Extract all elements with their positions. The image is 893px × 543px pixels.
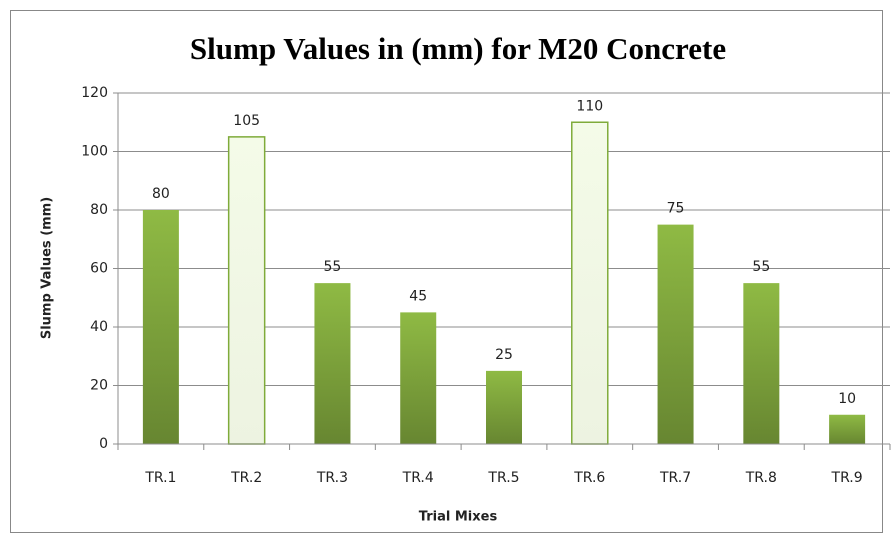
bar: [743, 283, 780, 444]
bar: [657, 224, 694, 444]
data-label: 55: [324, 259, 342, 275]
data-label: 55: [752, 259, 770, 275]
bar: [571, 121, 609, 445]
y-tick-label: 100: [81, 144, 108, 160]
data-label: 25: [495, 347, 513, 363]
y-tick-label: 60: [90, 261, 108, 277]
x-tick-label: TR.3: [316, 470, 348, 486]
bar: [400, 312, 437, 444]
x-tick-label: TR.5: [487, 470, 519, 486]
x-tick-label: TR.9: [831, 470, 863, 486]
bar: [314, 283, 351, 444]
y-tick-label: 80: [90, 202, 108, 218]
chart-title: Slump Values in (mm) for M20 Concrete: [190, 31, 726, 66]
bar: [829, 414, 866, 444]
bar: [142, 210, 179, 444]
y-tick-label: 120: [81, 85, 108, 101]
data-label: 80: [152, 186, 170, 202]
x-tick-label: TR.2: [230, 470, 262, 486]
x-tick-label: TR.7: [659, 470, 691, 486]
data-label: 110: [576, 98, 603, 114]
x-tick-label: TR.8: [745, 470, 777, 486]
bar: [486, 370, 522, 444]
y-axis-title: Slump Values (mm): [40, 197, 55, 339]
data-label: 75: [667, 201, 685, 217]
data-label: 10: [838, 391, 856, 407]
x-tick-label: TR.4: [402, 470, 434, 486]
y-tick-label: 20: [90, 378, 108, 394]
data-label: 45: [409, 288, 427, 304]
x-axis-title: Trial Mixes: [419, 510, 498, 525]
x-tick-label: TR.1: [144, 470, 176, 486]
data-label: 105: [233, 113, 260, 129]
y-tick-label: 40: [90, 319, 108, 335]
bar: [227, 136, 266, 445]
y-tick-label: 0: [99, 436, 108, 452]
x-tick-label: TR.6: [573, 470, 605, 486]
